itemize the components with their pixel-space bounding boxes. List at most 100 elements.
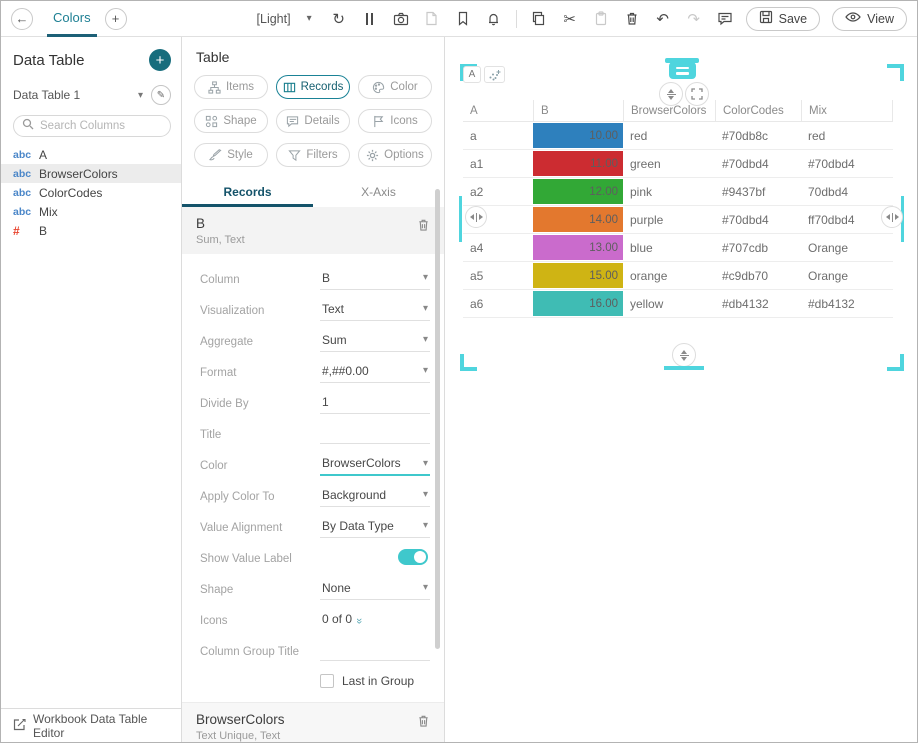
flag-icon: [374, 115, 384, 127]
records-button[interactable]: Records: [276, 75, 350, 99]
chevron-down-icon[interactable]: ▾: [137, 89, 143, 101]
column-item-browsercolors[interactable]: abc BrowserColors: [1, 164, 181, 183]
field-value-alignment: Value Alignment By Data Type ▾: [200, 516, 430, 540]
refresh-icon[interactable]: ↻: [332, 10, 345, 28]
table-visualization[interactable]: A B BrowserColors ColorCodes Mix a 10.00…: [463, 100, 893, 318]
data-table-selector[interactable]: Data Table 1: [13, 88, 81, 102]
aggregate-dropdown[interactable]: Sum ▾: [320, 333, 430, 352]
delete-section-trash-icon[interactable]: [417, 714, 430, 733]
view-label: View: [867, 11, 894, 26]
maximize-button[interactable]: [685, 82, 709, 106]
title-input[interactable]: [320, 426, 430, 444]
title-visibility-button[interactable]: A: [463, 66, 481, 83]
column-group-title-input[interactable]: [320, 643, 430, 661]
panel-scrollbar[interactable]: [435, 189, 440, 649]
field-label: Color: [200, 460, 228, 472]
column-header-a[interactable]: A: [470, 105, 478, 117]
tab-x-axis[interactable]: X-Axis: [361, 185, 396, 199]
style-button[interactable]: Style: [194, 143, 268, 167]
search-icon: [22, 117, 34, 135]
search-columns-box[interactable]: [13, 115, 171, 137]
add-data-table-button[interactable]: +: [149, 49, 171, 71]
field-color: Color BrowserColors ▾: [200, 454, 430, 478]
bottom-fit-handle[interactable]: [672, 343, 696, 367]
field-label: Format: [200, 367, 237, 379]
divide-by-input[interactable]: 1: [320, 395, 430, 414]
pencil-icon: ✎: [156, 89, 166, 101]
settings-tabs: Records X-Axis: [182, 181, 444, 207]
column-item-mix[interactable]: abc Mix: [1, 202, 181, 221]
format-dropdown[interactable]: #,##0.00 ▾: [320, 364, 430, 383]
snapshot-camera-icon[interactable]: [392, 10, 410, 28]
table-row[interactable]: a6 16.00 yellow #db4132 #db4132: [463, 290, 893, 318]
column-header-mix[interactable]: Mix: [801, 100, 893, 121]
column-item-b[interactable]: # B: [1, 221, 181, 240]
column-header-b[interactable]: B: [533, 100, 623, 121]
visualization-button-grid: Items Records Color Shape Details: [182, 73, 444, 179]
bookmark-icon[interactable]: [454, 10, 472, 28]
table-row[interactable]: a2 12.00 pink #9437bf 70dbd4: [463, 178, 893, 206]
visualization-dropdown[interactable]: Text ▾: [320, 302, 430, 321]
notifications-bell-icon[interactable]: [485, 10, 503, 28]
visualization-settings-panel: Table Items Records Color Shape: [182, 37, 445, 742]
left-resize-handle[interactable]: [465, 206, 487, 228]
table-row[interactable]: a1 11.00 green #70dbd4 #70dbd4: [463, 150, 893, 178]
options-button[interactable]: Options: [358, 143, 432, 167]
details-button[interactable]: Details: [276, 109, 350, 133]
chevron-down-icon: ▾: [422, 489, 428, 500]
text-type-icon: abc: [13, 148, 32, 161]
bottom-resize-bar[interactable]: [664, 366, 704, 370]
workbook-data-table-editor-button[interactable]: Workbook Data Table Editor: [1, 708, 181, 742]
delete-section-trash-icon[interactable]: [417, 218, 430, 237]
table-row[interactable]: a3 14.00 purple #70dbd4 ff70dbd4: [463, 206, 893, 234]
right-resize-handle[interactable]: [881, 206, 903, 228]
last-in-group-checkbox[interactable]: [320, 674, 334, 688]
cut-scissors-icon[interactable]: ✂: [563, 10, 576, 28]
column-list: abc A abc BrowserColors abc ColorCodes a…: [1, 145, 181, 240]
tab-colors[interactable]: Colors: [47, 1, 97, 37]
column-dropdown[interactable]: B ▾: [320, 271, 430, 290]
edit-data-table-button[interactable]: ✎: [151, 85, 171, 105]
save-button[interactable]: Save: [745, 6, 821, 31]
field-label: Icons: [200, 615, 228, 627]
checkbox-label: Last in Group: [342, 674, 415, 688]
delete-trash-icon[interactable]: [623, 10, 641, 28]
tab-records[interactable]: Records: [182, 181, 313, 207]
column-item-a[interactable]: abc A: [1, 145, 181, 164]
table-row[interactable]: a4 13.00 blue #707cdb Orange: [463, 234, 893, 262]
back-button[interactable]: ←: [11, 7, 33, 30]
theme-selector[interactable]: [Light] ▾: [257, 12, 312, 26]
color-button[interactable]: Color: [358, 75, 432, 99]
column-header-colorcodes[interactable]: ColorCodes: [715, 100, 801, 121]
view-button[interactable]: View: [832, 6, 907, 31]
funnel-icon: [288, 149, 302, 161]
items-button[interactable]: Items: [194, 75, 268, 99]
undo-icon[interactable]: ↶: [656, 10, 669, 28]
shape-dropdown[interactable]: None ▾: [320, 581, 430, 600]
apply-color-to-dropdown[interactable]: Background ▾: [320, 488, 430, 507]
shape-button[interactable]: Shape: [194, 109, 268, 133]
column-header-browsercolors[interactable]: BrowserColors: [623, 100, 715, 121]
icons-button[interactable]: Icons: [358, 109, 432, 133]
table-row[interactable]: a5 15.00 orange #c9db70 Orange: [463, 262, 893, 290]
fit-rows-button[interactable]: [659, 82, 683, 106]
colored-value-cell: 16.00: [533, 291, 623, 316]
search-columns-input[interactable]: [40, 120, 150, 132]
add-annotation-button[interactable]: [484, 66, 505, 83]
left-resize-bar[interactable]: [459, 196, 462, 242]
column-item-colorcodes[interactable]: abc ColorCodes: [1, 183, 181, 202]
chevron-down-icon: ▾: [422, 272, 428, 283]
show-value-label-toggle[interactable]: [398, 549, 428, 565]
value-alignment-dropdown[interactable]: By Data Type ▾: [320, 519, 430, 538]
chevron-down-icon: ▾: [422, 365, 428, 376]
field-label: Apply Color To: [200, 491, 275, 503]
add-tab-button[interactable]: +: [104, 7, 127, 30]
pause-icon[interactable]: [361, 10, 379, 28]
icons-expander[interactable]: 0 of 0»: [322, 612, 366, 626]
drag-grip-handle[interactable]: [669, 62, 696, 79]
color-dropdown[interactable]: BrowserColors ▾: [320, 456, 430, 476]
table-row[interactable]: a 10.00 red #70db8c red: [463, 122, 893, 150]
comment-icon[interactable]: [716, 10, 734, 28]
filters-button[interactable]: Filters: [276, 143, 350, 167]
copy-icon[interactable]: [530, 10, 548, 28]
